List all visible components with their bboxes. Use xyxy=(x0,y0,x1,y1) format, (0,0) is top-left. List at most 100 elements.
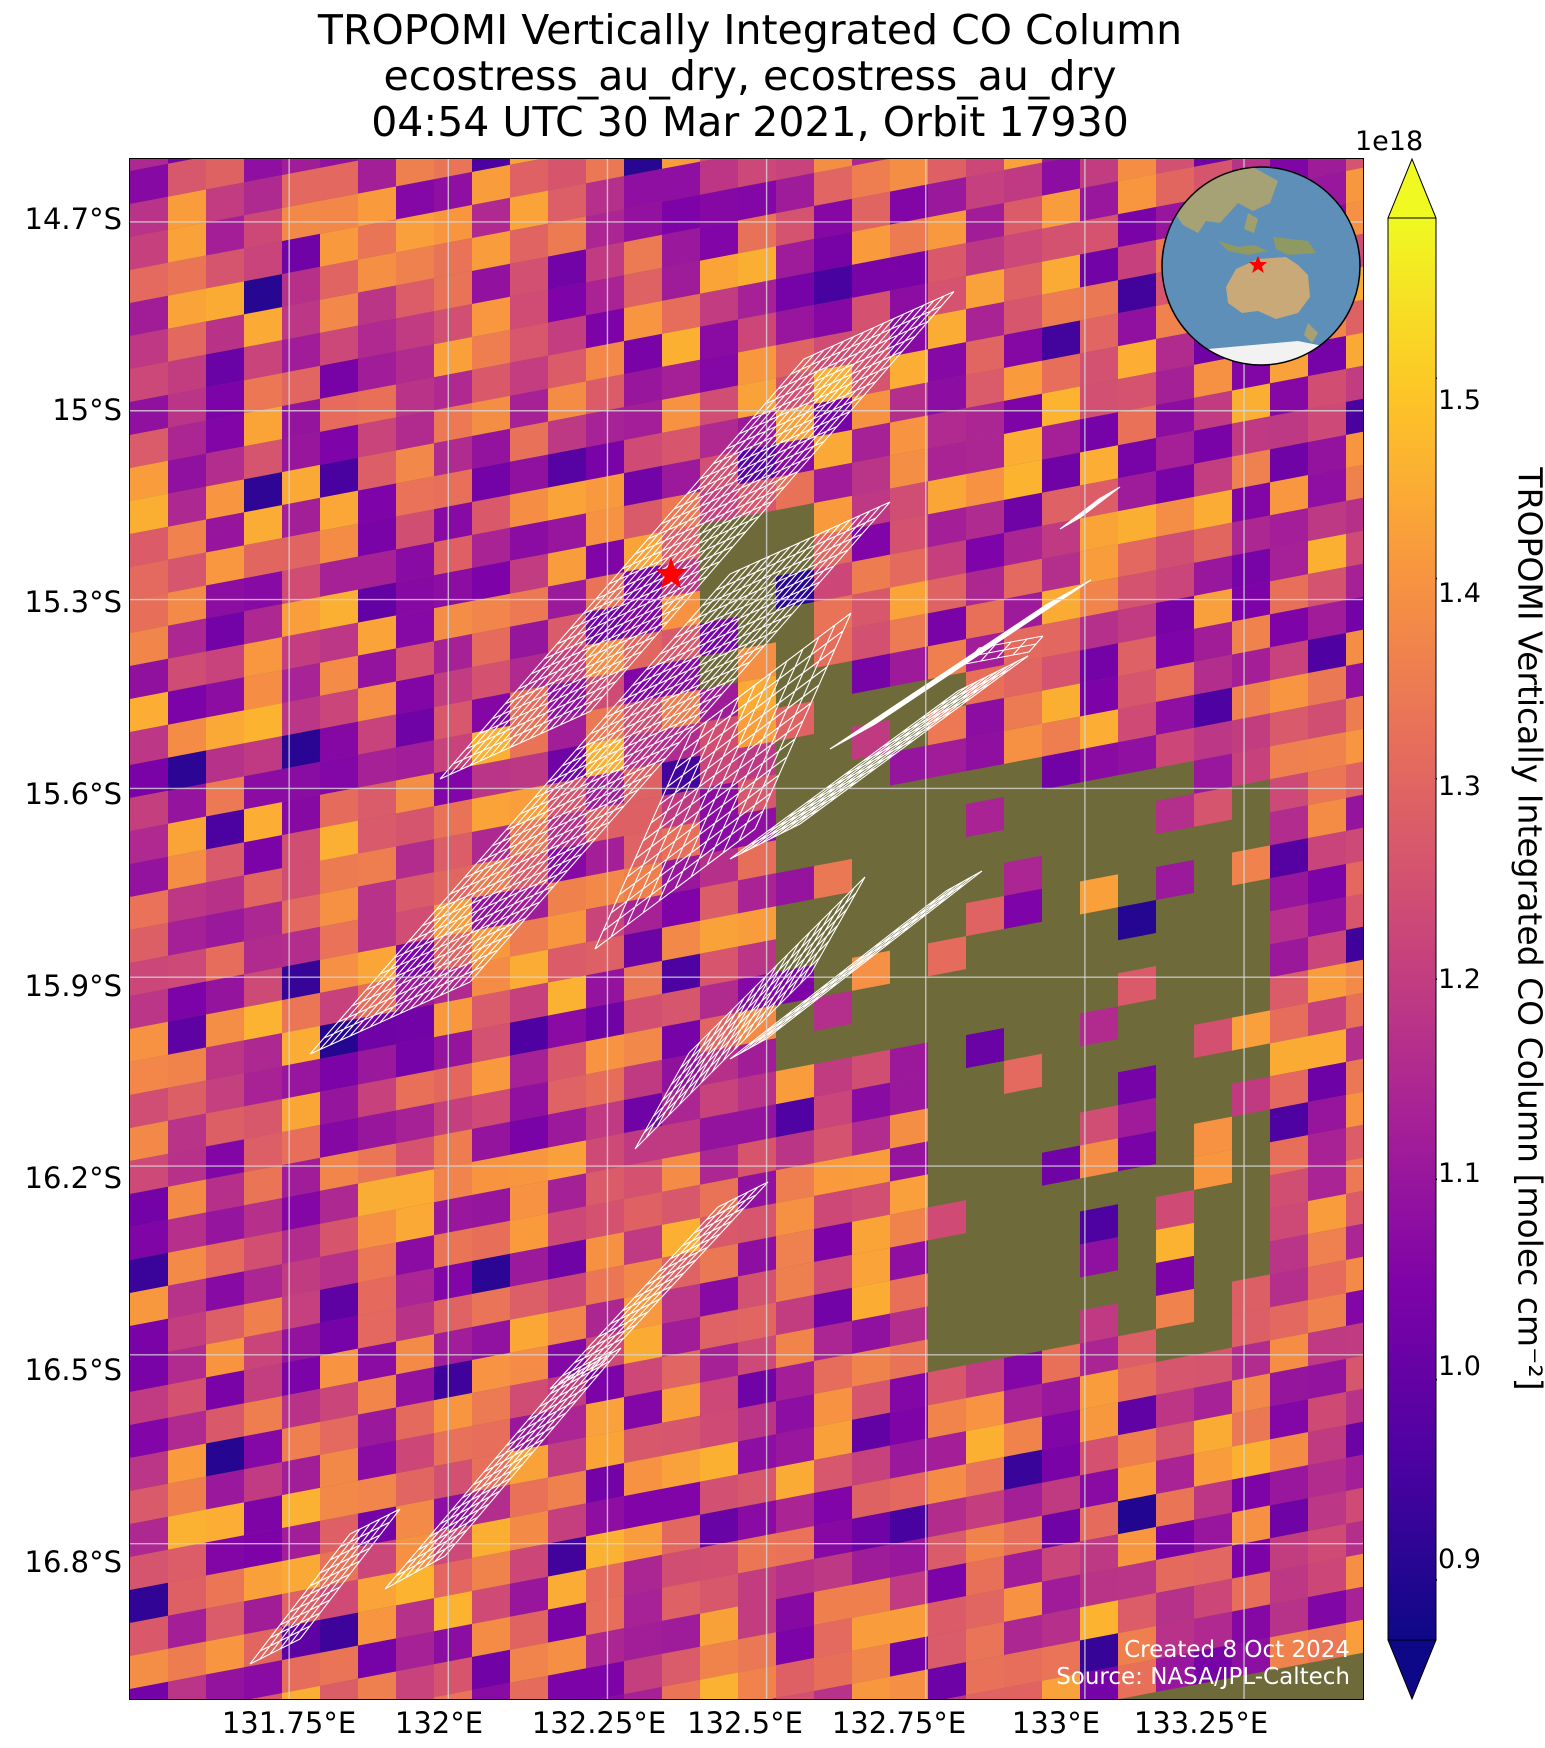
co-column-pixel xyxy=(1080,874,1118,915)
co-column-pixel xyxy=(1346,464,1363,501)
co-column-pixel xyxy=(396,1070,434,1111)
co-column-pixel xyxy=(700,1540,738,1581)
co-column-pixel xyxy=(1308,1094,1346,1136)
co-column-pixel xyxy=(776,1493,814,1534)
co-column-pixel xyxy=(890,1207,928,1248)
co-column-pixel xyxy=(472,159,510,173)
co-column-pixel xyxy=(1080,1303,1118,1344)
co-column-pixel xyxy=(814,495,852,537)
co-column-pixel xyxy=(814,1287,852,1329)
co-column-pixel xyxy=(852,455,890,496)
co-column-pixel xyxy=(206,875,244,916)
co-column-pixel xyxy=(206,578,244,619)
co-column-pixel xyxy=(814,1188,852,1230)
co-column-pixel xyxy=(472,1088,510,1130)
co-column-pixel xyxy=(1042,584,1080,625)
co-column-pixel xyxy=(396,278,434,319)
co-column-pixel xyxy=(1308,533,1346,575)
co-column-pixel xyxy=(662,161,700,202)
co-column-pixel xyxy=(700,979,738,1020)
co-column-pixel xyxy=(945,1695,966,1699)
co-column-pixel xyxy=(206,1007,244,1048)
co-column-pixel xyxy=(928,507,966,548)
co-column-pixel xyxy=(1156,1585,1194,1627)
lat-tick-label: 14.7°S xyxy=(24,202,122,236)
co-column-pixel xyxy=(852,257,890,298)
co-column-pixel xyxy=(510,190,548,231)
co-column-pixel xyxy=(852,620,890,661)
co-column-pixel xyxy=(890,1306,928,1347)
co-column-pixel xyxy=(320,1480,358,1521)
co-column-pixel xyxy=(548,1668,586,1699)
co-column-pixel xyxy=(396,1004,434,1045)
co-column-pixel xyxy=(1270,1630,1308,1671)
co-column-pixel xyxy=(586,1562,624,1603)
co-column-pixel xyxy=(1194,555,1232,596)
co-column-pixel xyxy=(776,1130,814,1171)
co-column-pixel xyxy=(1156,1651,1194,1693)
co-column-pixel xyxy=(852,653,890,694)
co-column-pixel xyxy=(510,1675,548,1699)
co-column-pixel xyxy=(510,388,548,429)
co-column-pixel xyxy=(206,644,244,685)
co-column-pixel xyxy=(282,167,320,209)
co-column-pixel xyxy=(358,483,396,524)
co-column-pixel xyxy=(700,1144,738,1185)
co-column-pixel xyxy=(1194,720,1232,761)
co-column-pixel xyxy=(1004,525,1042,566)
co-column-pixel xyxy=(396,1400,434,1441)
co-column-pixel xyxy=(358,318,396,359)
ecostress-footprint-grid xyxy=(1059,486,1121,530)
co-column-pixel xyxy=(472,395,510,437)
co-column-pixel xyxy=(814,1551,852,1593)
co-column-pixel xyxy=(966,730,1004,772)
co-column-pixel xyxy=(168,159,206,197)
co-column-pixel xyxy=(928,1200,966,1241)
co-column-pixel xyxy=(852,1280,890,1321)
co-column-pixel xyxy=(244,1396,282,1437)
co-column-pixel xyxy=(890,1273,928,1314)
co-column-pixel xyxy=(776,1427,814,1468)
co-column-pixel xyxy=(320,1348,358,1389)
co-column-pixel xyxy=(700,385,738,426)
co-column-pixel xyxy=(472,725,510,767)
co-column-pixel xyxy=(168,618,206,659)
co-column-pixel xyxy=(966,1687,1004,1699)
co-column-pixel xyxy=(586,159,624,184)
co-column-pixel xyxy=(206,1601,244,1642)
co-column-pixel xyxy=(1118,1659,1156,1699)
co-column-pixel xyxy=(928,408,966,449)
co-column-pixel xyxy=(320,1381,358,1422)
map-panel[interactable] xyxy=(129,158,1364,1700)
co-column-pixel xyxy=(472,626,510,668)
co-column-pixel xyxy=(814,462,852,504)
co-column-pixel xyxy=(168,222,206,263)
co-column-pixel xyxy=(548,1140,586,1181)
co-column-pixel xyxy=(244,1363,282,1404)
co-column-pixel xyxy=(282,1157,320,1199)
co-column-pixel xyxy=(206,1403,244,1444)
co-column-pixel xyxy=(206,248,244,289)
co-column-pixel xyxy=(244,307,282,348)
co-column-pixel xyxy=(282,332,320,374)
co-column-pixel xyxy=(776,1064,814,1105)
co-column-pixel xyxy=(434,370,472,411)
co-column-pixel xyxy=(206,1370,244,1411)
co-column-pixel xyxy=(548,1470,586,1511)
co-column-pixel xyxy=(358,912,396,953)
colorbar-tick-label: 1.5 xyxy=(1438,385,1481,416)
co-column-pixel xyxy=(1308,632,1346,674)
co-column-pixel xyxy=(244,901,282,942)
co-column-pixel xyxy=(586,1199,624,1240)
co-column-pixel xyxy=(1346,1091,1363,1128)
co-column-pixel xyxy=(624,465,662,507)
co-column-pixel xyxy=(1156,364,1194,406)
co-column-pixel xyxy=(1308,401,1346,443)
co-column-pixel xyxy=(472,1220,510,1262)
colorbar-gradient xyxy=(1387,217,1437,1641)
co-column-pixel xyxy=(1346,1619,1363,1656)
co-column-pixel xyxy=(1308,1424,1346,1466)
co-column-pixel xyxy=(282,1487,320,1529)
co-column-pixel xyxy=(776,1163,814,1204)
co-column-pixel xyxy=(548,282,586,323)
